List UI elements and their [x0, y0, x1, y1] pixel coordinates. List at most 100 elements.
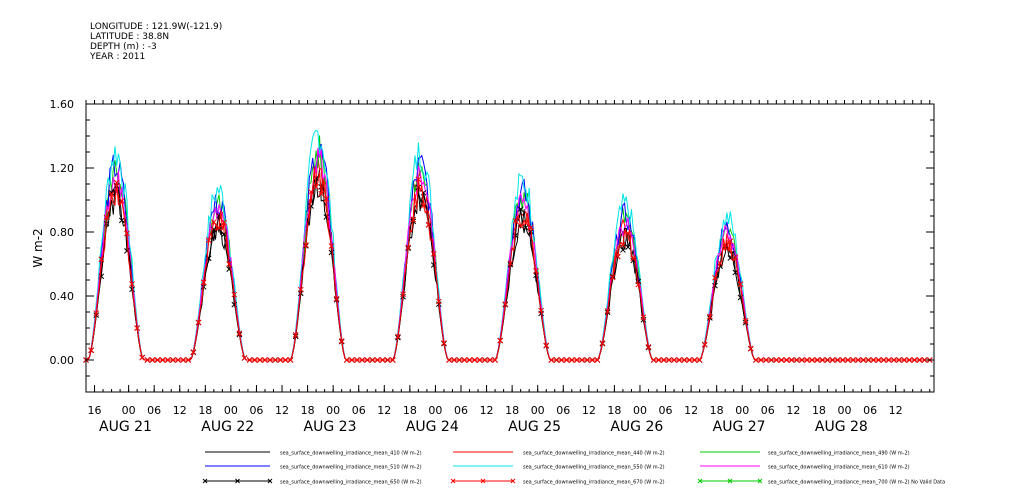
x-tick-label: 00 [633, 404, 647, 417]
series-marker [359, 357, 365, 363]
series-marker [528, 224, 534, 231]
series-marker [221, 219, 227, 226]
legend-label: sea_surface_downwelling_irradiance_mean_… [280, 451, 422, 457]
series-marker [282, 357, 289, 363]
legend-marker [757, 478, 763, 484]
legend-label: sea_surface_downwelling_irradiance_mean_… [523, 451, 665, 457]
series-marker [512, 217, 519, 224]
series-marker [430, 250, 437, 257]
series-marker [405, 244, 412, 251]
series-marker [318, 190, 325, 197]
series-marker [226, 261, 233, 267]
legend-label: sea_surface_downwelling_irradiance_mean_… [768, 465, 910, 471]
series-marker [717, 260, 723, 266]
series-marker [906, 357, 913, 363]
series-marker [139, 354, 146, 361]
series-marker [216, 225, 222, 231]
series-marker [236, 330, 243, 337]
series-marker [323, 196, 330, 202]
series-marker [338, 338, 345, 344]
x-day-label: AUG 24 [406, 419, 459, 435]
series-marker [814, 357, 821, 363]
series-marker [579, 357, 585, 363]
x-tick-label: 18 [198, 404, 212, 417]
x-day-label: AUG 26 [610, 419, 663, 435]
series-marker [246, 357, 253, 363]
plot-frame [85, 103, 935, 393]
series-marker [558, 357, 565, 363]
series-marker [241, 355, 248, 361]
series-marker [896, 357, 902, 363]
series-marker [839, 357, 846, 363]
x-day-label: AUG 27 [713, 419, 766, 435]
series-marker [732, 254, 739, 261]
series-marker [88, 347, 94, 353]
x-day-label: AUG 23 [304, 419, 357, 435]
x-tick-label: 12 [684, 404, 698, 417]
year-text: YEAR : 2011 [90, 52, 146, 62]
series-marker [533, 268, 539, 274]
series-marker [384, 357, 391, 363]
series-marker [512, 232, 519, 239]
series-marker [441, 340, 447, 346]
series-marker [318, 184, 325, 190]
x-tick-label: 16 [88, 404, 102, 417]
x-day-label: AUG 25 [508, 419, 561, 435]
series-marker [819, 357, 826, 363]
y-axis-label: W m-2 [31, 228, 45, 267]
series-marker [712, 274, 718, 281]
series-marker [333, 295, 340, 302]
series-marker [901, 357, 908, 363]
series-marker [492, 357, 498, 363]
x-tick-label: 00 [838, 404, 852, 417]
series-marker [98, 256, 105, 263]
series-marker [620, 247, 626, 253]
metadata-block: LONGITUDE : 121.9W(-121.9) LATITUDE : 38… [90, 22, 222, 62]
series-marker [446, 357, 452, 363]
series-marker [574, 357, 580, 363]
series-marker [533, 272, 539, 279]
series-marker [175, 357, 181, 363]
series-marker [379, 357, 386, 363]
series-marker [722, 244, 729, 251]
series-marker [471, 357, 478, 363]
x-tick-label: 00 [735, 404, 749, 417]
series-marker [589, 357, 596, 363]
series-marker [297, 286, 304, 293]
y-tick-label: 0.80 [50, 226, 75, 239]
series-marker [584, 357, 590, 363]
series-marker [712, 282, 718, 289]
series-marker [103, 214, 110, 221]
x-tick-label: 00 [531, 404, 545, 417]
series-marker [257, 357, 263, 363]
series-marker [829, 357, 836, 363]
series-marker [860, 357, 867, 363]
legend-label: sea_surface_downwelling_irradiance_mean_… [523, 465, 665, 471]
series-marker [701, 341, 708, 348]
series-marker [599, 340, 606, 346]
series-line [86, 148, 934, 361]
series-marker [635, 281, 642, 288]
legend-marker [480, 478, 486, 484]
series-marker [149, 357, 156, 363]
series-group [83, 129, 934, 363]
legend-label: sea_surface_downwelling_irradiance_mean_… [280, 465, 422, 471]
series-marker [793, 357, 800, 363]
series-marker [420, 202, 427, 209]
series-marker [522, 224, 529, 231]
series-marker [262, 357, 268, 363]
x-tick-label: 12 [889, 404, 903, 417]
series-marker [303, 242, 309, 248]
x-tick-label: 18 [812, 404, 826, 417]
series-marker [885, 357, 892, 363]
series-marker [159, 357, 166, 363]
series-marker [497, 337, 504, 344]
series-marker [737, 281, 744, 288]
x-tick-label: 06 [556, 404, 570, 417]
series-marker [517, 222, 524, 229]
series-line [86, 135, 934, 361]
series-marker [850, 357, 856, 363]
series-marker [630, 255, 637, 262]
x-day-label: AUG 28 [815, 419, 868, 435]
